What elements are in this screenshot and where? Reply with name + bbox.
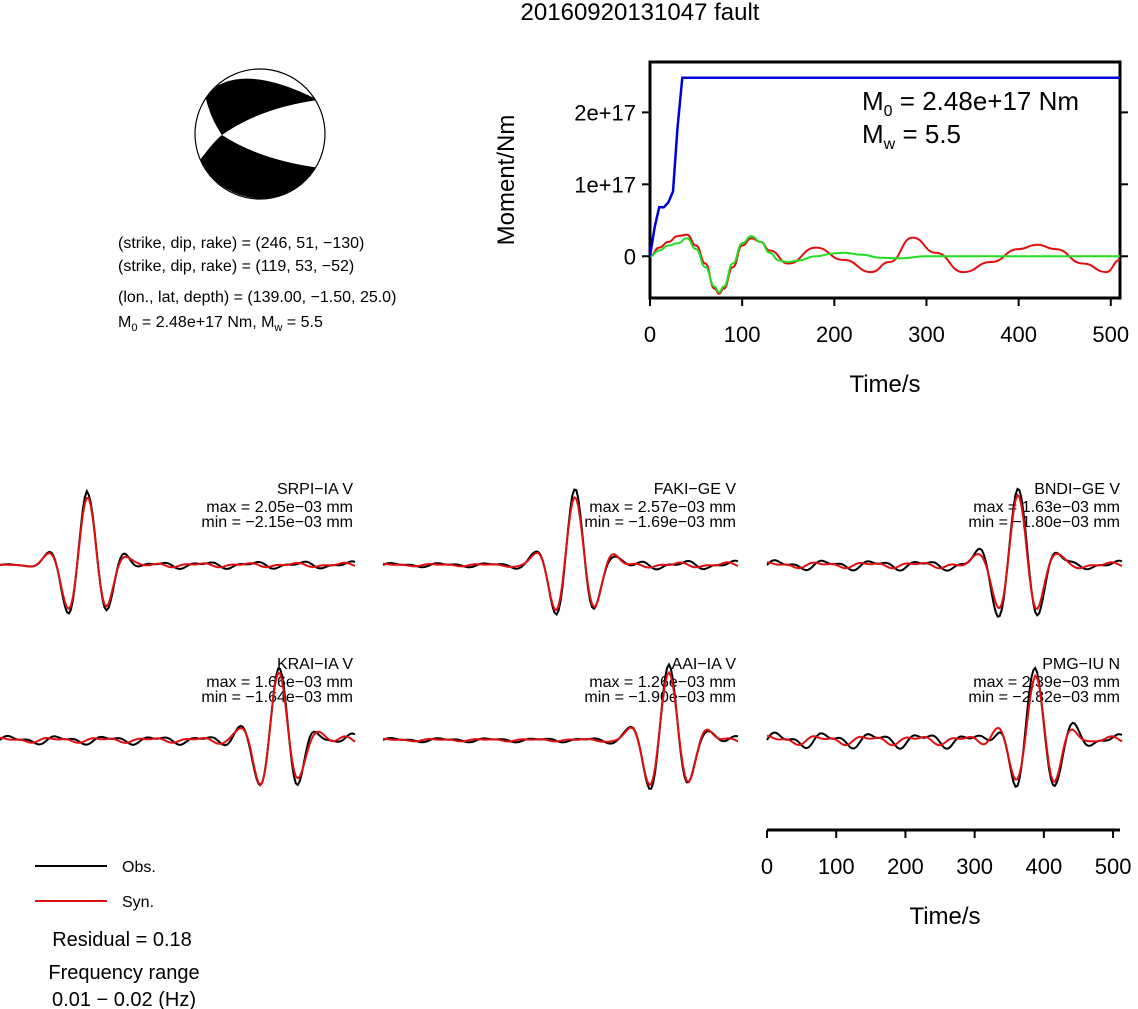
station-min: min = −1.80e−03 mm [968, 514, 1120, 531]
station-name: FAKI−GE V [654, 481, 737, 498]
station-name: AAI−IA V [672, 656, 737, 673]
compression-quadrant-upper [205, 78, 318, 135]
station-min: min = −1.64e−03 mm [201, 689, 353, 706]
station-name: PMG−IU N [1042, 656, 1120, 673]
synthetic-trace [0, 671, 356, 787]
station-min: min = −2.15e−03 mm [201, 514, 353, 531]
nodal-plane-1: (strike, dip, rake) = (246, 51, −130) [118, 235, 364, 252]
waveform-xlabel: Time/s [909, 903, 980, 930]
station-max: max = 1.66e−03 mm [206, 674, 353, 691]
moment-xtick-label: 0 [644, 322, 656, 347]
synthetic-trace [0, 496, 356, 611]
waveform-xtick-label: 100 [818, 854, 855, 879]
residual-text: Residual = 0.18 [52, 929, 192, 951]
figure-title: 20160920131047 fault [521, 0, 760, 26]
station-max: max = 2.57e−03 mm [589, 499, 736, 516]
mechanism-info: (strike, dip, rake) = (246, 51, −130) (s… [118, 235, 396, 334]
frequency-range-label: Frequency range [48, 962, 199, 984]
moment-ytick-label: 2e+17 [574, 100, 636, 125]
moment-xtick-label: 100 [724, 322, 761, 347]
moment-magnitude-line: M0 = 2.48e+17 Nm, Mw = 5.5 [118, 314, 323, 334]
moment-mw-annotation: Mw = 5.5 [862, 119, 961, 153]
moment-ytick-label: 1e+17 [574, 172, 636, 197]
moment-xlabel: Time/s [849, 371, 920, 398]
moment-series-moment-rate [649, 235, 1120, 294]
moment-m0-annotation: M0 = 2.48e+17 Nm [862, 86, 1079, 120]
observed-trace [0, 667, 356, 787]
station-name: SRPI−IA V [277, 481, 353, 498]
station-max: max = 1.26e−03 mm [589, 674, 736, 691]
waveform-xtick-label: 400 [1026, 854, 1063, 879]
moment-rate-plot: 0 1e+17 2e+17 0 100 200 300 400 500 Moment/Nm T… [493, 60, 1129, 398]
moment-xtick-label: 400 [1000, 322, 1037, 347]
station-max: max = 2.05e−03 mm [206, 499, 353, 516]
moment-series-cumulative-moment [648, 76, 1120, 257]
nodal-plane-2: (strike, dip, rake) = (119, 53, −52) [118, 258, 354, 275]
compression-quadrant-lower [200, 135, 320, 199]
waveform-time-axis: 0 100 200 300 400 500 Time/s [761, 828, 1132, 930]
moment-ytick-label: 0 [624, 244, 636, 269]
moment-xtick-label: 300 [908, 322, 945, 347]
moment-ylabel: Moment/Nm [493, 115, 520, 246]
moment-plot-frame [648, 60, 1122, 300]
station-name: BNDI−GE V [1034, 481, 1120, 498]
waveform-xtick-label: 200 [887, 854, 924, 879]
waveform-xtick-label: 0 [761, 854, 773, 879]
frequency-range-value: 0.01 − 0.02 (Hz) [52, 989, 196, 1009]
station-name: KRAI−IA V [277, 656, 353, 673]
legend-synthetic-label: Syn. [122, 894, 154, 911]
waveform-xtick-label: 300 [956, 854, 993, 879]
station-max: max = 1.63e−03 mm [973, 499, 1120, 516]
moment-series-synthetic-moment-rate [649, 233, 1121, 295]
legend-observed-label: Obs. [122, 859, 156, 876]
station-min: min = −2.82e−03 mm [968, 689, 1120, 706]
waveform-xtick-label: 500 [1095, 854, 1132, 879]
moment-xtick-label: 500 [1092, 322, 1129, 347]
beachball [194, 68, 326, 200]
synthetic-trace [766, 493, 1123, 611]
station-min: min = −1.69e−03 mm [584, 514, 736, 531]
legend: Obs. Syn. [35, 859, 156, 911]
synthetic-trace [382, 670, 739, 787]
station-min: min = −1.90e−03 mm [584, 689, 736, 706]
synthetic-trace [382, 495, 739, 612]
moment-xtick-label: 200 [816, 322, 853, 347]
hypocenter: (lon., lat, depth) = (139.00, −1.50, 25.… [118, 289, 396, 306]
synthetic-trace [766, 673, 1123, 783]
station-max: max = 2.39e−03 mm [973, 674, 1120, 691]
